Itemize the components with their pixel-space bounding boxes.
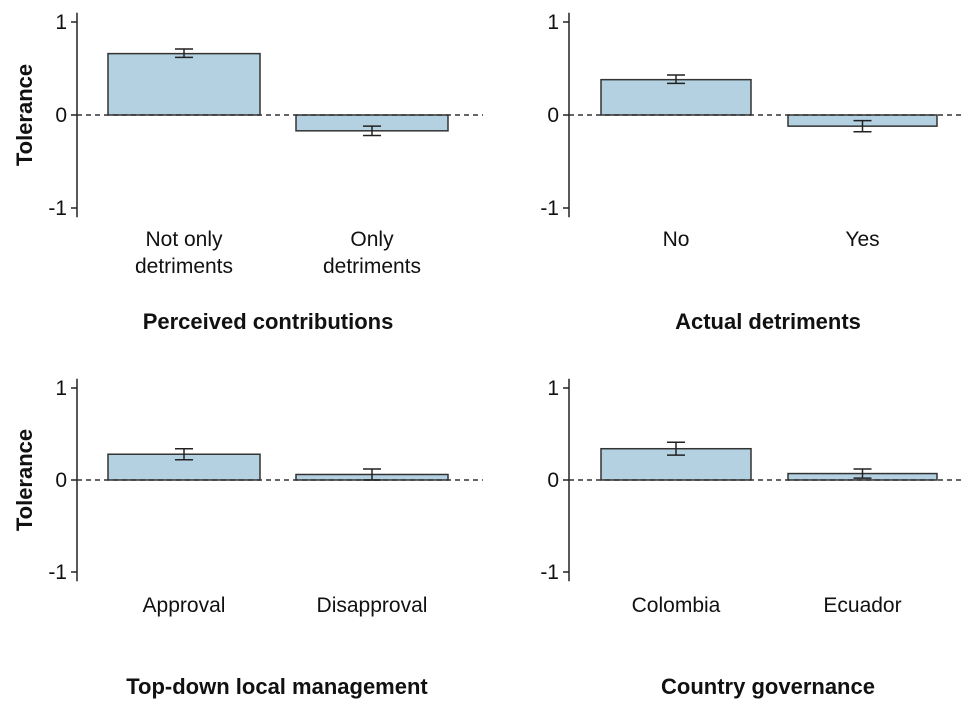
y-tick-label: -1 <box>48 561 67 584</box>
y-tick-label: -1 <box>540 561 559 584</box>
error-bar <box>667 441 685 456</box>
y-axis-title: Tolerance <box>12 429 37 531</box>
y-tick-label: -1 <box>540 197 559 220</box>
y-tick-label: -1 <box>48 197 67 220</box>
error-bar <box>853 468 872 479</box>
category-label: Disapproval <box>317 594 428 617</box>
y-tick-label: 1 <box>547 377 559 400</box>
chart-panel-4: 1 0 -1 Colombia Ecuador Country governance <box>540 377 963 699</box>
error-bar <box>853 119 872 133</box>
category-label: Colombia <box>632 594 721 617</box>
bar <box>600 78 752 116</box>
category-label: detriments <box>135 255 233 278</box>
category-label: Only <box>350 228 394 251</box>
y-axis-title: Tolerance <box>12 64 37 166</box>
x-axis-title: Actual detriments <box>675 309 861 334</box>
y-tick-label: 0 <box>547 469 559 492</box>
y-tick-label: 1 <box>55 11 67 34</box>
y-tick-label: 0 <box>547 104 559 127</box>
x-axis-title: Top-down local management <box>126 674 428 699</box>
y-tick-label: 0 <box>55 469 67 492</box>
chart-panel-2: 1 0 -1 No Yes Actual detriments <box>540 11 963 334</box>
error-bar <box>667 74 685 85</box>
category-label: Yes <box>845 228 879 251</box>
y-tick-label: 0 <box>55 104 67 127</box>
chart-panel-1: 1 0 -1 Not only detriments Only detriments Perc… <box>12 11 483 334</box>
category-label: Approval <box>143 594 226 617</box>
category-label: Not only <box>145 228 223 251</box>
category-label: No <box>663 228 690 251</box>
y-tick-label: 1 <box>55 377 67 400</box>
x-axis-title: Country governance <box>661 674 875 699</box>
error-bar <box>363 468 381 481</box>
category-label: detriments <box>323 255 421 278</box>
error-bar <box>175 447 193 461</box>
y-tick-label: 1 <box>547 11 559 34</box>
bar <box>107 52 261 116</box>
chart-panel-3: 1 0 -1 Approval Disapproval Top-down local ma… <box>12 377 483 699</box>
x-axis-title: Perceived contributions <box>143 309 394 334</box>
error-bar <box>363 125 381 137</box>
category-label: Ecuador <box>823 594 901 617</box>
error-bar <box>175 48 193 59</box>
